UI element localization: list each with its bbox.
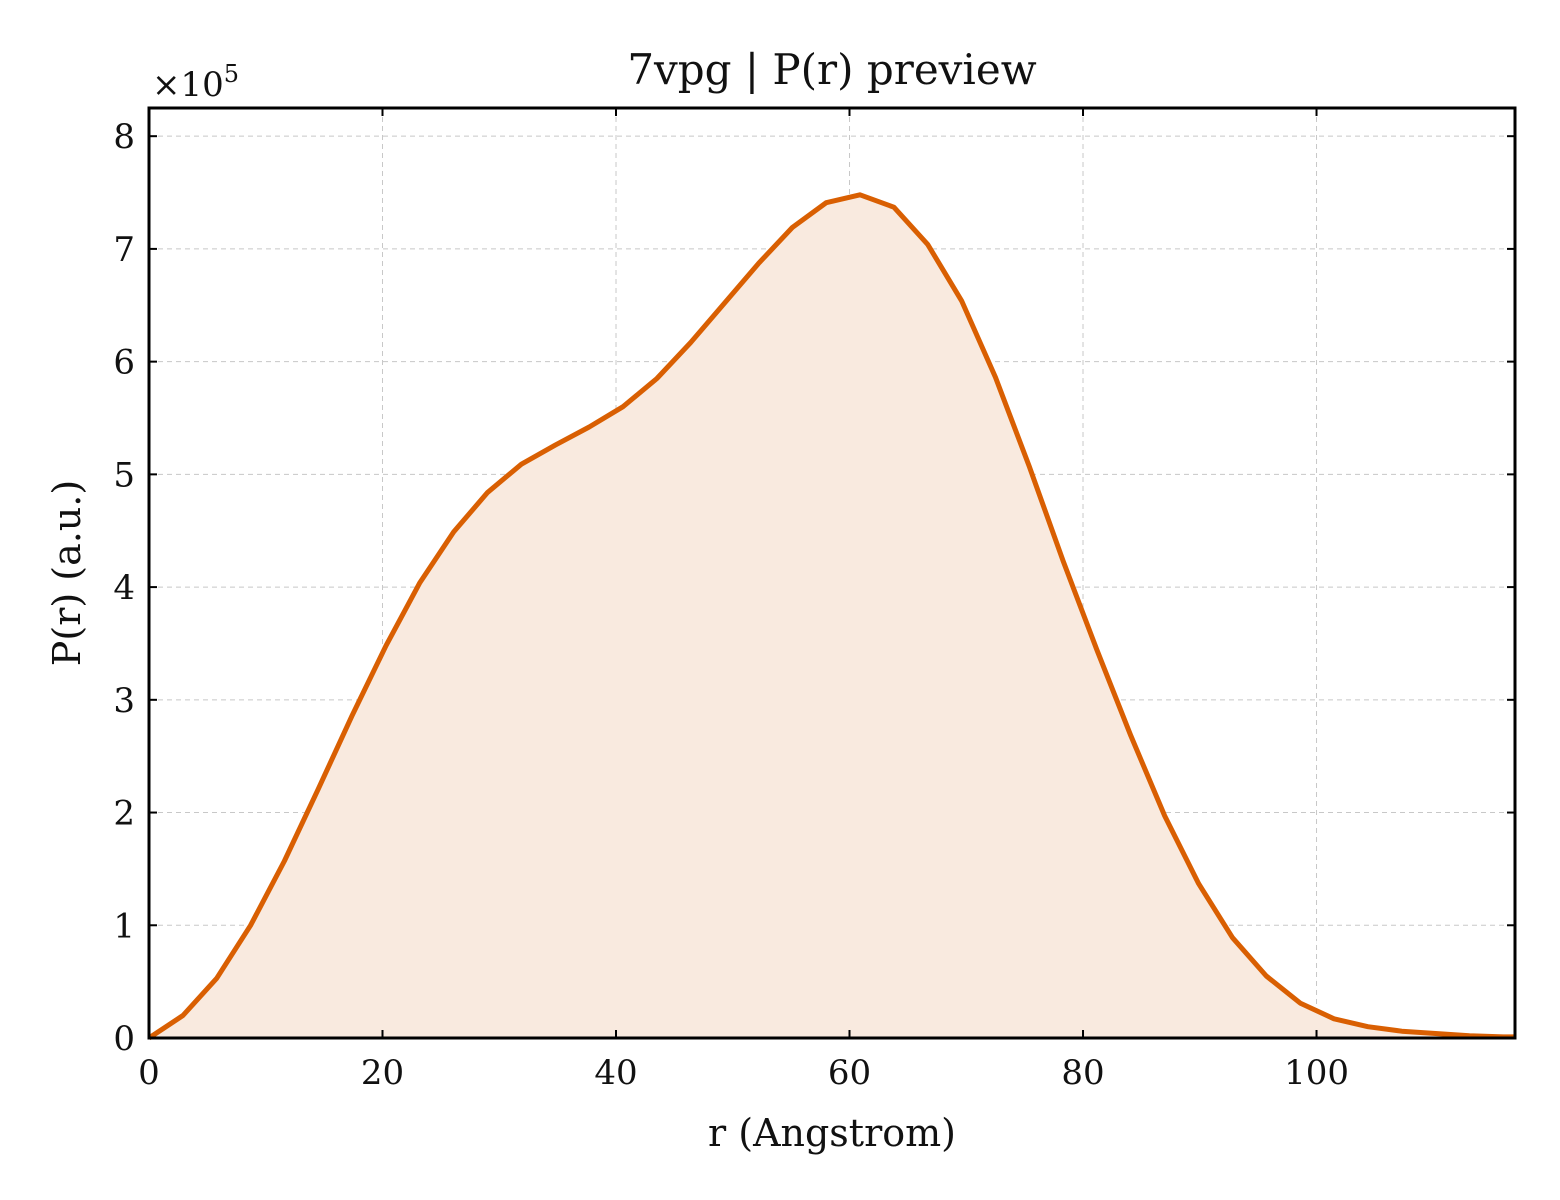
- y-tick-label: 8: [113, 117, 135, 157]
- x-tick-label: 80: [1061, 1053, 1104, 1093]
- x-tick-label: 0: [138, 1053, 160, 1093]
- y-tick-label: 3: [113, 681, 135, 721]
- x-tick-label: 20: [361, 1053, 404, 1093]
- series-area-fill: [149, 194, 1515, 1039]
- y-tick-label: 4: [113, 568, 135, 608]
- ticks: 0 20 40 60 80 100 0 1 2 3 4 5 6 7 8: [113, 108, 1515, 1093]
- y-axis-label: P(r) (a.u.): [45, 480, 89, 666]
- plot-frame: [147, 106, 1517, 1040]
- y-tick-label: 7: [113, 230, 135, 270]
- x-axis-label: r (Angstrom): [708, 1111, 956, 1155]
- x-tick-label: 100: [1284, 1053, 1349, 1093]
- series-layer: [147, 192, 1515, 1041]
- y-tick-label: 6: [113, 343, 135, 383]
- y-multiplier-base: ×10: [152, 65, 224, 105]
- y-multiplier-exponent: 5: [224, 60, 239, 88]
- chart-title: 7vpg | P(r) preview: [627, 45, 1036, 94]
- y-tick-label: 1: [113, 906, 135, 946]
- x-tick-label: 40: [594, 1053, 637, 1093]
- series-line: [147, 192, 1515, 1041]
- y-tick-label: 0: [113, 1019, 135, 1059]
- y-tick-label: 2: [113, 794, 135, 834]
- y-multiplier: ×105: [152, 60, 239, 105]
- y-tick-label: 5: [113, 455, 135, 495]
- x-tick-label: 60: [828, 1053, 871, 1093]
